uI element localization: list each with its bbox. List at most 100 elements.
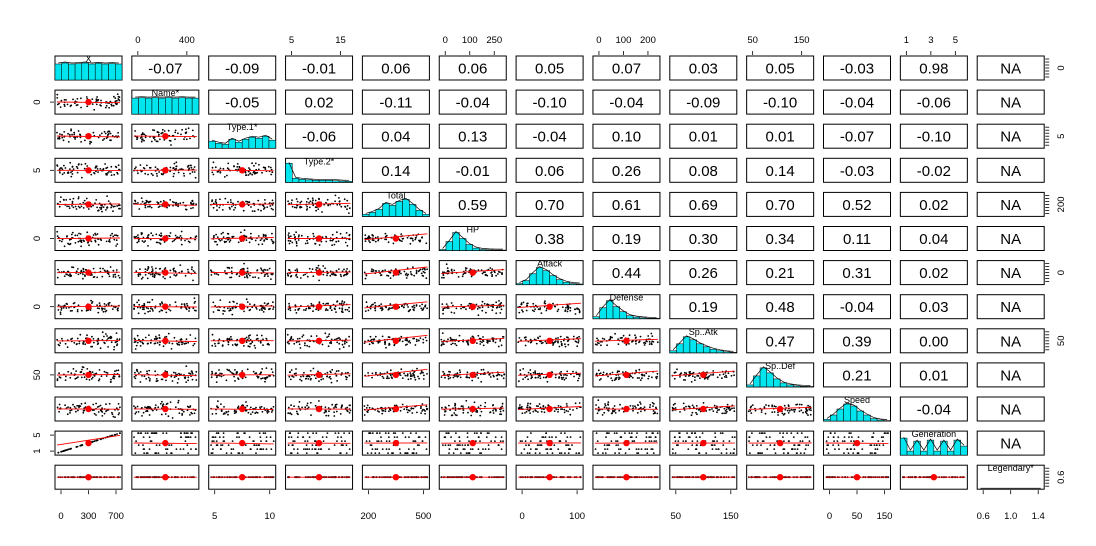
centroid-point [315, 405, 323, 413]
histogram-bar [332, 180, 340, 183]
correlation-value: -0.01 [456, 163, 490, 180]
correlation-value: -0.06 [917, 95, 951, 112]
histogram-bar [74, 63, 83, 81]
histogram-bar [415, 210, 423, 217]
centroid-point [700, 474, 707, 481]
panel-type-1-defense: 0.10 [592, 123, 661, 149]
panel-type-1-sp-atk: 0.01 [669, 123, 738, 149]
histogram-bar [515, 283, 524, 285]
top-axis-tick: 5 [289, 35, 294, 46]
panel-x-legendary: NA [976, 55, 1045, 81]
panel-speed-speed: Speed [823, 395, 891, 422]
panel-name-generation: -0.06 [899, 89, 968, 115]
variable-label: Total [386, 190, 405, 200]
panel-sp-def-name [131, 362, 200, 388]
centroid-point [239, 235, 246, 242]
variable-label: Sp..Atk [689, 327, 719, 337]
panel-sp-atk-type-2 [285, 328, 354, 354]
correlation-value: 0.03 [689, 61, 718, 78]
correlation-value: 0.06 [381, 61, 410, 78]
panel-sp-atk-x [54, 328, 123, 354]
centroid-point [315, 337, 323, 344]
panel-x-x: X [54, 54, 123, 81]
panel-name-sp-atk: -0.09 [669, 89, 738, 115]
variable-label: Legendary* [988, 463, 1035, 473]
bottom-axis-tick: 0 [58, 511, 63, 522]
histogram-bar [228, 138, 236, 149]
top-axis-tick: 150 [794, 35, 810, 46]
histogram-bar [920, 450, 928, 456]
panel-hp-type-1 [208, 226, 277, 251]
bottom-axis-tick: 700 [108, 511, 124, 522]
panel-generation-type-1 [208, 430, 277, 456]
panel-type-1-legendary: NA [976, 123, 1045, 149]
correlation-value: 0.02 [919, 265, 948, 282]
histogram-bar [723, 351, 731, 354]
correlation-value: NA [1000, 197, 1021, 214]
panel-total-type-1 [208, 191, 277, 217]
panel-speed-sp-atk [669, 396, 738, 422]
correlation-value: 0.70 [766, 197, 795, 214]
panel-type-1-attack: -0.04 [515, 123, 584, 149]
bottom-axis-tick: 1.4 [1032, 511, 1045, 522]
correlation-value: -0.10 [917, 129, 951, 146]
histogram-bar [606, 300, 614, 319]
centroid-point [85, 133, 92, 140]
centroid-point [85, 439, 92, 447]
correlation-value: -0.07 [840, 129, 874, 146]
histogram-bar [793, 385, 801, 388]
histogram-bar [870, 418, 878, 422]
centroid-point [776, 405, 784, 413]
correlation-value: 0.04 [381, 129, 410, 146]
histogram-bar [576, 283, 584, 285]
correlation-value: 0.05 [535, 61, 564, 78]
panel-hp-sp-atk: 0.30 [669, 226, 738, 251]
bottom-axis-tick: 500 [415, 511, 431, 522]
histogram-bar [362, 214, 370, 217]
correlation-value: -0.06 [302, 129, 336, 146]
panel-speed-name [131, 396, 200, 422]
histogram-bar [632, 316, 641, 319]
correlation-value: 0.14 [766, 163, 795, 180]
panel-generation-hp [438, 430, 507, 456]
correlation-value: 0.98 [919, 61, 948, 78]
panel-sp-def-type-1 [208, 362, 277, 388]
correlation-value: NA [1000, 333, 1021, 350]
panel-sp-atk-attack [515, 328, 584, 354]
panel-hp-speed: 0.11 [823, 226, 891, 251]
histogram-bar [696, 343, 704, 354]
bottom-axis-tick: 100 [569, 511, 585, 522]
histogram-bar [382, 203, 390, 217]
centroid-point [469, 303, 476, 310]
panel-total-generation: 0.02 [899, 191, 968, 217]
histogram-bar [933, 450, 941, 456]
right-axis-tick: 0 [1056, 270, 1067, 275]
panel-defense-type-2 [285, 294, 354, 320]
panel-sp-def-speed: 0.21 [823, 362, 891, 388]
centroid-point [162, 133, 169, 140]
panel-name-attack: -0.10 [515, 89, 584, 115]
histogram-bar [208, 140, 216, 149]
centroid-point [239, 303, 246, 310]
panel-generation-total [361, 430, 430, 456]
panel-generation-generation: Generation [899, 429, 968, 456]
histogram-bar [422, 214, 430, 217]
histogram-bar [703, 346, 711, 354]
panel-defense-attack [515, 294, 584, 320]
panel-legendary-speed [823, 464, 891, 490]
correlation-value: -0.09 [225, 61, 259, 78]
panel-defense-speed: -0.04 [823, 294, 891, 320]
histogram-bar [88, 63, 96, 81]
histogram-bar [823, 419, 831, 422]
centroid-point [700, 439, 707, 447]
correlation-value: 0.44 [612, 265, 641, 282]
histogram-bar [375, 209, 383, 217]
histogram-bar [960, 445, 968, 456]
centroid-point [315, 269, 323, 276]
panel-x-defense: 0.07 [592, 55, 661, 81]
correlation-value: NA [1000, 163, 1021, 180]
correlation-value: NA [1000, 129, 1021, 146]
histogram-bar [522, 280, 530, 285]
panel-attack-type-1 [208, 260, 277, 286]
histogram-bar [151, 97, 159, 115]
